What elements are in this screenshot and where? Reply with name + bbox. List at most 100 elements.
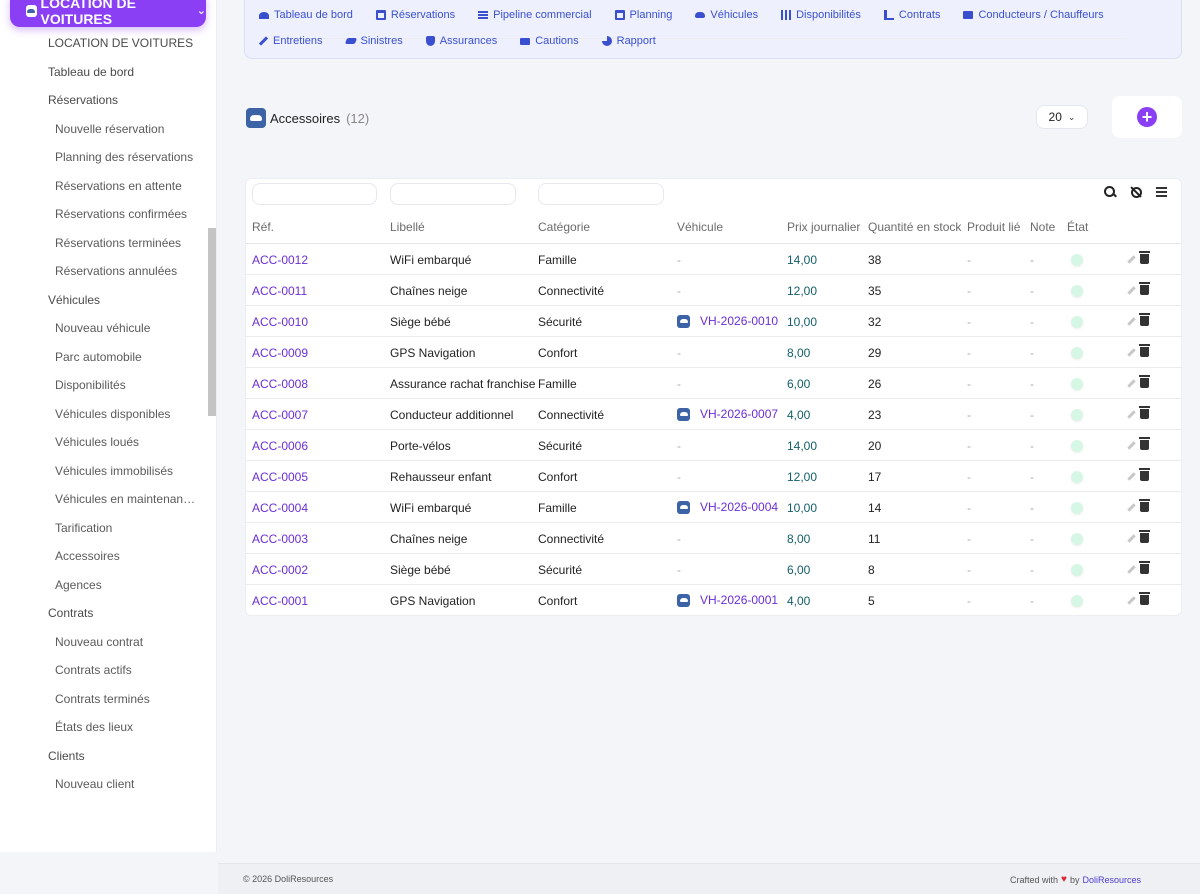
nav-item[interactable]: Disponibilités <box>781 8 861 22</box>
edit-icon[interactable] <box>1127 596 1136 605</box>
nav-item[interactable]: Rapport <box>601 34 656 48</box>
accessory-ref-link[interactable]: ACC-0011 <box>252 284 308 298</box>
sidebar-item[interactable]: Véhicules en maintenan… <box>55 492 196 506</box>
column-header[interactable]: Véhicule <box>677 220 724 234</box>
accessory-ref-link[interactable]: ACC-0009 <box>252 346 309 360</box>
trash-icon[interactable] <box>1139 313 1150 326</box>
edit-icon[interactable] <box>1127 379 1136 388</box>
vehicle-link[interactable]: VH-2026-0001 <box>677 593 778 607</box>
nav-item[interactable]: Cautions <box>520 34 579 48</box>
search-icon[interactable] <box>1104 186 1116 198</box>
trash-icon[interactable] <box>1139 530 1150 543</box>
column-header[interactable]: Note <box>1030 220 1056 234</box>
sidebar-item[interactable]: Réservations en attente <box>55 178 182 193</box>
column-list-icon[interactable] <box>1156 187 1167 197</box>
sidebar-item[interactable]: Réservations <box>48 93 119 107</box>
edit-icon[interactable] <box>1127 410 1136 419</box>
sidebar-scrollbar[interactable] <box>208 228 216 416</box>
sidebar-item[interactable]: Véhicules disponibles <box>55 406 171 421</box>
sidebar-item[interactable]: Planning des réservations <box>55 150 194 164</box>
column-header[interactable]: Réf. <box>252 220 275 234</box>
accessory-ref-link[interactable]: ACC-0005 <box>252 470 309 484</box>
vehicle-link[interactable]: VH-2026-0007 <box>677 407 778 421</box>
sidebar-item[interactable]: Contrats actifs <box>55 663 132 677</box>
nav-item[interactable]: Réservations <box>375 8 455 22</box>
sidebar-item[interactable]: Réservations confirmées <box>55 207 188 221</box>
accessory-ref-link[interactable]: ACC-0001 <box>252 594 309 608</box>
sidebar-item[interactable]: Véhicules <box>48 292 101 307</box>
edit-icon[interactable] <box>1127 286 1136 295</box>
trash-icon[interactable] <box>1139 468 1150 481</box>
edit-icon[interactable] <box>1127 317 1136 326</box>
column-header[interactable]: Produit lié <box>967 220 1021 234</box>
edit-icon[interactable] <box>1127 534 1136 543</box>
column-header[interactable]: Libellé <box>390 220 425 234</box>
sidebar-item[interactable]: Parc automobile <box>55 349 142 364</box>
sidebar-item[interactable]: Contrats <box>48 606 94 620</box>
column-header[interactable]: Catégorie <box>538 220 591 234</box>
nav-item[interactable]: Tableau de bord <box>259 8 353 22</box>
nav-item[interactable]: Contrats <box>883 8 940 22</box>
accessory-ref-link[interactable]: ACC-0002 <box>252 563 309 577</box>
nav-item[interactable]: Pipeline commercial <box>478 8 592 22</box>
sidebar-item[interactable]: Tarification <box>55 520 113 535</box>
nav-item[interactable]: Sinistres <box>344 34 403 48</box>
nav-item[interactable]: Conducteurs / Chauffeurs <box>963 8 1104 22</box>
edit-icon[interactable] <box>1127 565 1136 574</box>
module-selector-button[interactable]: LOCATION DE VOITURES ⌄ <box>10 0 206 27</box>
trash-icon[interactable] <box>1139 344 1150 357</box>
sidebar-item[interactable]: LOCATION DE VOITURES <box>48 36 194 50</box>
sidebar-item[interactable]: Nouveau contrat <box>55 634 144 649</box>
nav-item[interactable]: Entretiens <box>258 34 323 48</box>
vehicle-link[interactable]: VH-2026-0004 <box>677 500 778 514</box>
trash-icon[interactable] <box>1139 561 1150 574</box>
accessory-ref-link[interactable]: ACC-0010 <box>252 315 309 329</box>
edit-icon[interactable] <box>1127 503 1136 512</box>
column-header[interactable]: État <box>1067 220 1089 234</box>
footer-brand-link[interactable]: DoliResources <box>1082 874 1141 885</box>
sidebar-item[interactable]: Véhicules immobilisés <box>55 463 174 478</box>
sidebar-item[interactable]: Disponibilités <box>55 378 126 392</box>
accessory-ref-link[interactable]: ACC-0007 <box>252 408 309 422</box>
sidebar-item[interactable]: Tableau de bord <box>48 64 135 79</box>
accessory-ref-link[interactable]: ACC-0006 <box>252 439 309 453</box>
trash-icon[interactable] <box>1139 406 1150 419</box>
sidebar-item[interactable]: Nouvelle réservation <box>55 121 165 136</box>
filter-label-input[interactable] <box>390 183 516 205</box>
trash-icon[interactable] <box>1139 499 1150 512</box>
edit-icon[interactable] <box>1127 348 1136 357</box>
sidebar-item[interactable]: Véhicules loués <box>55 435 140 449</box>
sidebar-item[interactable]: Accessoires <box>55 549 120 563</box>
edit-icon[interactable] <box>1127 255 1136 264</box>
sidebar-item[interactable]: États des lieux <box>55 720 134 734</box>
nav-item[interactable]: Assurances <box>425 34 497 48</box>
column-header[interactable]: Quantité en stock <box>868 220 962 234</box>
accessory-ref-link[interactable]: ACC-0004 <box>252 501 309 515</box>
vehicle-link[interactable]: VH-2026-0010 <box>677 314 778 328</box>
filter-ref-input[interactable] <box>252 183 377 205</box>
nav-item[interactable]: Planning <box>614 8 672 22</box>
sidebar-item[interactable]: Réservations annulées <box>55 264 178 278</box>
accessory-ref-link[interactable]: ACC-0008 <box>252 377 309 391</box>
trash-icon[interactable] <box>1139 282 1150 295</box>
column-header[interactable]: Prix journalier <box>787 220 861 234</box>
sidebar-item[interactable]: Agences <box>55 577 102 592</box>
accessory-ref-link[interactable]: ACC-0003 <box>252 532 309 546</box>
filter-category-input[interactable] <box>538 183 664 205</box>
sidebar-item[interactable]: Réservations terminées <box>55 235 182 250</box>
nav-item[interactable]: Véhicules <box>695 8 758 22</box>
trash-icon[interactable] <box>1139 592 1150 605</box>
trash-icon[interactable] <box>1139 437 1150 450</box>
edit-icon[interactable] <box>1127 441 1136 450</box>
trash-icon[interactable] <box>1139 375 1150 388</box>
edit-icon[interactable] <box>1127 472 1136 481</box>
trash-icon[interactable] <box>1139 251 1150 264</box>
sidebar-item[interactable]: Nouveau client <box>55 777 135 791</box>
sidebar-item[interactable]: Contrats terminés <box>55 691 150 706</box>
sidebar-item[interactable]: Clients <box>48 748 85 763</box>
add-accessory-button[interactable]: + <box>1137 107 1157 127</box>
page-limit-select[interactable]: 20 ⌄ <box>1036 105 1088 129</box>
clear-filter-icon[interactable] <box>1130 186 1142 198</box>
accessory-ref-link[interactable]: ACC-0012 <box>252 253 309 267</box>
sidebar-item[interactable]: Nouveau véhicule <box>55 321 151 335</box>
